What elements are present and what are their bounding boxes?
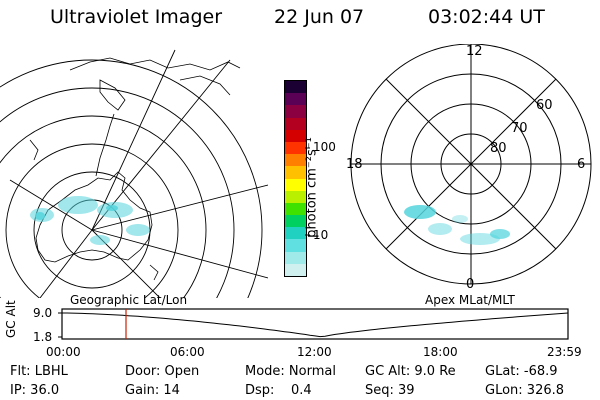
colorbar-tick-marks bbox=[305, 147, 310, 236]
altitude-xtick-3: 18:00 bbox=[423, 345, 458, 359]
colorbar-tick-100: 100 bbox=[313, 140, 336, 154]
colorbar-segment bbox=[285, 239, 306, 252]
colorbar-segment bbox=[285, 202, 306, 216]
mlt-label-0: 0 bbox=[466, 277, 475, 292]
altitude-ytick-1-8: 1.8 bbox=[33, 330, 53, 344]
mlat-label-80: 80 bbox=[490, 141, 507, 156]
colorbar-segment bbox=[285, 141, 306, 155]
instrument-title: Ultraviolet Imager bbox=[50, 6, 223, 28]
colorbar-segment bbox=[285, 81, 306, 94]
mlat-label-70: 70 bbox=[511, 121, 528, 136]
status-mode: Mode: Normal bbox=[245, 364, 336, 379]
status-glon: GLon: 326.8 bbox=[485, 383, 565, 398]
altitude-curve bbox=[62, 312, 569, 338]
geographic-panel-label: Geographic Lat/Lon bbox=[70, 293, 188, 307]
altitude-plot bbox=[58, 308, 569, 340]
colorbar-segment bbox=[285, 105, 306, 118]
meridian-lines bbox=[9, 49, 268, 298]
status-dsp: Dsp: 0.4 bbox=[245, 383, 312, 398]
altitude-xtick-1: 06:00 bbox=[170, 345, 205, 359]
status-seq: Seq: 39 bbox=[365, 383, 415, 398]
polar-panel-label: Apex MLat/MLT bbox=[425, 293, 515, 307]
colorbar-segment bbox=[285, 166, 306, 179]
date-label: 22 Jun 07 bbox=[274, 6, 365, 28]
altitude-ylabel: GC Alt bbox=[4, 300, 18, 338]
mlt-label-18: 18 bbox=[346, 157, 363, 172]
colorbar-segment bbox=[285, 117, 306, 130]
colorbar-segment bbox=[285, 215, 306, 228]
colorbar-segment bbox=[285, 93, 306, 106]
polar-plot bbox=[350, 44, 592, 285]
altitude-xtick-0: 00:00 bbox=[46, 345, 81, 359]
colorbar-segment bbox=[285, 154, 306, 167]
colorbar-segment bbox=[285, 190, 306, 203]
time-label: 03:02:44 UT bbox=[428, 6, 545, 28]
mlt-label-12: 12 bbox=[466, 44, 483, 59]
status-door: Door: Open bbox=[125, 364, 200, 379]
colorbar-tick-10: 10 bbox=[313, 228, 329, 242]
colorbar-segment bbox=[285, 227, 306, 240]
status-ip: IP: 36.0 bbox=[10, 383, 60, 398]
polar-aurora bbox=[404, 205, 510, 245]
colorbar bbox=[284, 80, 307, 277]
latitude-circles bbox=[0, 59, 263, 298]
altitude-xtick-2: 12:00 bbox=[297, 345, 332, 359]
coastlines bbox=[29, 57, 241, 281]
geographic-map bbox=[0, 49, 268, 298]
colorbar-segment bbox=[285, 129, 306, 142]
altitude-ytick-9: 9.0 bbox=[33, 306, 53, 320]
mlt-label-6: 6 bbox=[577, 157, 586, 172]
altitude-xtick-4: 23:59 bbox=[547, 345, 582, 359]
colorbar-segment bbox=[285, 263, 306, 276]
status-gain: Gain: 14 bbox=[125, 383, 180, 398]
mlt-diagonal-2 bbox=[385, 78, 557, 250]
colorbar-segment bbox=[285, 178, 306, 191]
colorbar-segment bbox=[285, 251, 306, 264]
status-filter: Flt: LBHL bbox=[10, 364, 68, 379]
status-gc-alt: GC Alt: 9.0 Re bbox=[365, 364, 456, 379]
mlat-label-60: 60 bbox=[536, 98, 553, 113]
status-glat: GLat: -68.9 bbox=[485, 364, 558, 379]
